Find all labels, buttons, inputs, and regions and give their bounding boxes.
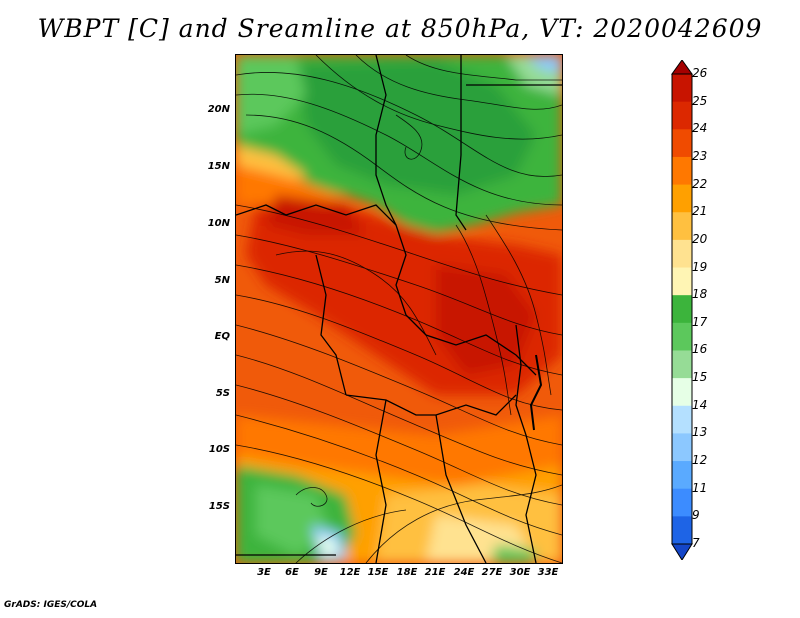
lat-label-15s: 15S	[208, 501, 230, 512]
colorbar	[671, 60, 693, 560]
colorbar-segment	[672, 129, 692, 158]
colorbar-segment	[672, 101, 692, 130]
wbpt-map	[236, 55, 562, 563]
colorbar-segment	[672, 405, 692, 434]
colorbar-label: 14	[692, 397, 708, 412]
lon-label-27e: 27E	[481, 567, 503, 578]
lon-label-3e: 3E	[257, 567, 271, 578]
colorbar-segment	[672, 74, 692, 103]
colorbar-label: 21	[692, 204, 708, 219]
colorbar-label: 24	[692, 121, 708, 136]
colorbar-label: 18	[692, 287, 708, 302]
lon-label-18e: 18E	[396, 567, 418, 578]
colorbar-label: 12	[692, 453, 708, 468]
map-panel	[235, 54, 563, 564]
lon-label-24e: 24E	[453, 567, 475, 578]
colorbar-segment	[672, 295, 692, 324]
colorbar-segment	[672, 488, 692, 517]
lat-label-5s: 5S	[215, 388, 230, 399]
colorbar-segment	[672, 322, 692, 351]
colorbar-segment	[672, 516, 692, 545]
chart-title: WBPT [C] and Sreamline at 850hPa, VT: 20…	[37, 14, 763, 43]
colorbar-label: 11	[692, 480, 708, 495]
colorbar-label: 13	[692, 425, 708, 440]
lon-label-6e: 6E	[285, 567, 299, 578]
colorbar-label: 19	[692, 259, 708, 274]
colorbar-segment	[672, 461, 692, 490]
lon-label-9e: 9E	[314, 567, 328, 578]
colorbar-label: 9	[692, 508, 700, 523]
colorbar-segment	[672, 212, 692, 241]
colorbar-label: 22	[692, 176, 708, 191]
lat-label-15n: 15N	[207, 161, 230, 172]
colorbar-segment	[672, 156, 692, 186]
lon-label-33e: 33E	[537, 567, 559, 578]
colorbar-label: 7	[692, 536, 700, 550]
field-green-core	[296, 60, 536, 195]
lat-label-eq: EQ	[214, 331, 230, 342]
lat-label-10n: 10N	[207, 218, 230, 229]
country-borders	[236, 55, 562, 563]
colorbar-arrow-top	[671, 60, 693, 75]
colorbar-segment	[672, 239, 692, 269]
colorbar-label: 16	[692, 342, 708, 357]
colorbar-label: 25	[692, 93, 708, 108]
colorbar-segment	[672, 378, 692, 407]
colorbar-segment	[672, 433, 692, 462]
colorbar-segment	[672, 267, 692, 296]
lon-label-15e: 15E	[367, 567, 389, 578]
colorbar-segment	[672, 350, 692, 379]
lon-label-30e: 30E	[509, 567, 531, 578]
lat-label-5n: 5N	[214, 275, 230, 286]
lat-label-20n: 20N	[207, 104, 230, 115]
colorbar-segment	[672, 184, 692, 213]
lon-label-21e: 21E	[424, 567, 446, 578]
streamlines	[236, 55, 562, 563]
colorbar-label: 26	[692, 66, 708, 80]
colorbar-arrow-bottom	[671, 543, 693, 560]
grads-credit: GrADS: IGES/COLA	[4, 600, 98, 610]
lon-label-12e: 12E	[339, 567, 361, 578]
colorbar-label: 23	[692, 148, 708, 163]
lat-label-10s: 10S	[208, 444, 230, 455]
colorbar-label: 15	[692, 370, 708, 385]
colorbar-label: 17	[692, 314, 708, 329]
colorbar-label: 20	[692, 231, 708, 246]
